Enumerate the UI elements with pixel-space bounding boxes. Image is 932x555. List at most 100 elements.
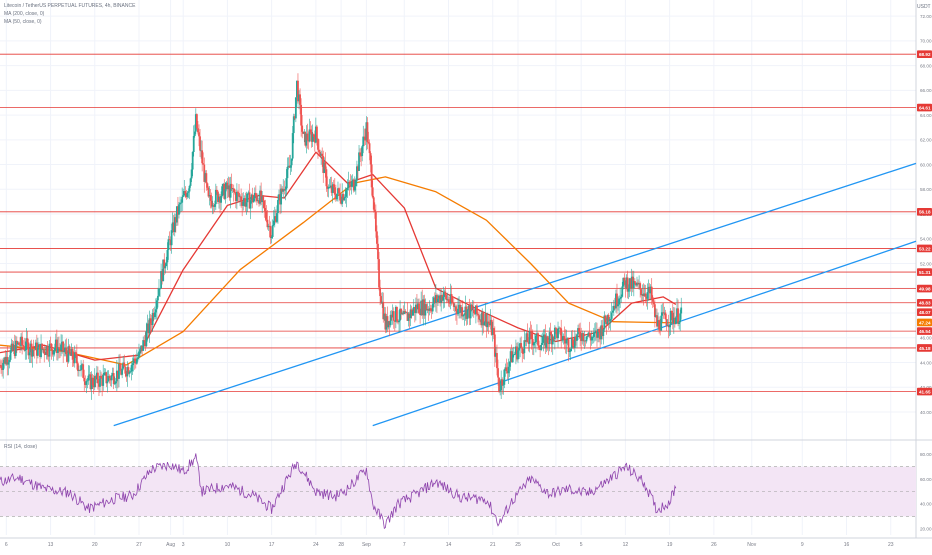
candle-body [37, 347, 39, 356]
candle-body [91, 377, 94, 386]
candle-body [329, 185, 332, 188]
candle-body [596, 330, 598, 338]
axes: 40.0042.0044.0046.0048.0050.0052.0054.00… [5, 14, 932, 548]
candle-body [468, 305, 471, 319]
price-tick-label: 66.00 [920, 88, 932, 93]
candle-body [285, 178, 288, 190]
candle-body [106, 381, 109, 384]
candle-body [617, 304, 619, 307]
candle-body [522, 353, 525, 354]
candle-body [465, 306, 468, 319]
candle-body [602, 329, 605, 337]
candle-body [427, 309, 430, 311]
candle-body [444, 291, 447, 296]
candle-body [73, 352, 76, 364]
candle-body [553, 327, 556, 340]
candle-body [175, 206, 178, 223]
candle-body [101, 377, 104, 386]
candle-body [549, 332, 552, 335]
candle-body [621, 286, 624, 297]
candle-body [151, 313, 154, 325]
candle-body [167, 239, 170, 251]
candle-body [371, 187, 374, 198]
candle-body [405, 312, 408, 314]
candle-body [232, 188, 235, 193]
candle-body [324, 162, 327, 170]
candle-body [676, 308, 678, 318]
candle-body [30, 343, 33, 357]
candles [0, 73, 683, 400]
candle-body [310, 132, 313, 142]
candle-body [221, 186, 224, 196]
candle-body [439, 295, 442, 303]
candle-body [659, 329, 662, 331]
candle-body [309, 129, 312, 133]
candle-body [250, 194, 253, 201]
candle-body [341, 194, 344, 204]
ma200-legend: MA (200, close, 0) [4, 11, 45, 17]
candle-body [86, 380, 89, 382]
candle-body [82, 364, 85, 378]
candle-body [528, 331, 531, 344]
candle-body [119, 363, 121, 371]
candle-body [653, 304, 656, 317]
candle-body [197, 128, 199, 133]
level-tag-text: 56.18 [919, 210, 931, 215]
candle-body [74, 352, 77, 355]
candle-body [248, 192, 251, 209]
candle-body [425, 304, 428, 311]
candle-body [646, 292, 649, 299]
candle-body [294, 97, 297, 119]
candle-body [218, 196, 220, 203]
candle-body [223, 183, 226, 199]
candle-body [225, 182, 228, 190]
candle-body [394, 306, 397, 322]
candle-body [360, 155, 363, 157]
candle-body [610, 312, 613, 319]
level-tag-text: 51.31 [919, 270, 931, 275]
candle-body [303, 131, 306, 134]
candle-body [297, 80, 299, 102]
candle-body [49, 343, 52, 345]
candle-body [656, 315, 658, 327]
candle-body [477, 313, 479, 316]
candle-body [644, 293, 647, 297]
candle-body [526, 333, 529, 343]
level-tag-bg [917, 284, 932, 293]
candle-body [583, 340, 586, 342]
candle-body [186, 192, 189, 197]
candle-body [385, 316, 388, 330]
candle-body [379, 287, 381, 297]
time-tick-label: 10 [225, 542, 231, 548]
candle-body [536, 333, 538, 336]
candle-body [163, 259, 166, 269]
candle-body [200, 150, 202, 152]
candle-body [611, 310, 614, 313]
candle-body [370, 164, 373, 188]
candle-body [346, 187, 349, 191]
candle-body [670, 310, 673, 313]
candle-body [152, 313, 155, 318]
candle-body [289, 165, 292, 168]
candle-body [298, 94, 300, 102]
candle-body [77, 363, 79, 371]
candle-body [391, 311, 394, 318]
candle-body [559, 327, 562, 329]
candle-body [2, 363, 5, 370]
candle-body [399, 308, 401, 321]
candle-body [183, 191, 186, 196]
candle-body [485, 313, 488, 328]
candle-body [193, 131, 196, 136]
candle-body [326, 186, 329, 189]
candle-body [569, 348, 572, 352]
candle-body [592, 332, 595, 337]
candle-body [622, 277, 625, 287]
candle-body [24, 350, 27, 351]
candle-body [390, 314, 393, 318]
candle-body [377, 243, 379, 260]
candle-body [174, 217, 177, 223]
candle-body [293, 116, 296, 119]
candle-body [660, 315, 663, 331]
